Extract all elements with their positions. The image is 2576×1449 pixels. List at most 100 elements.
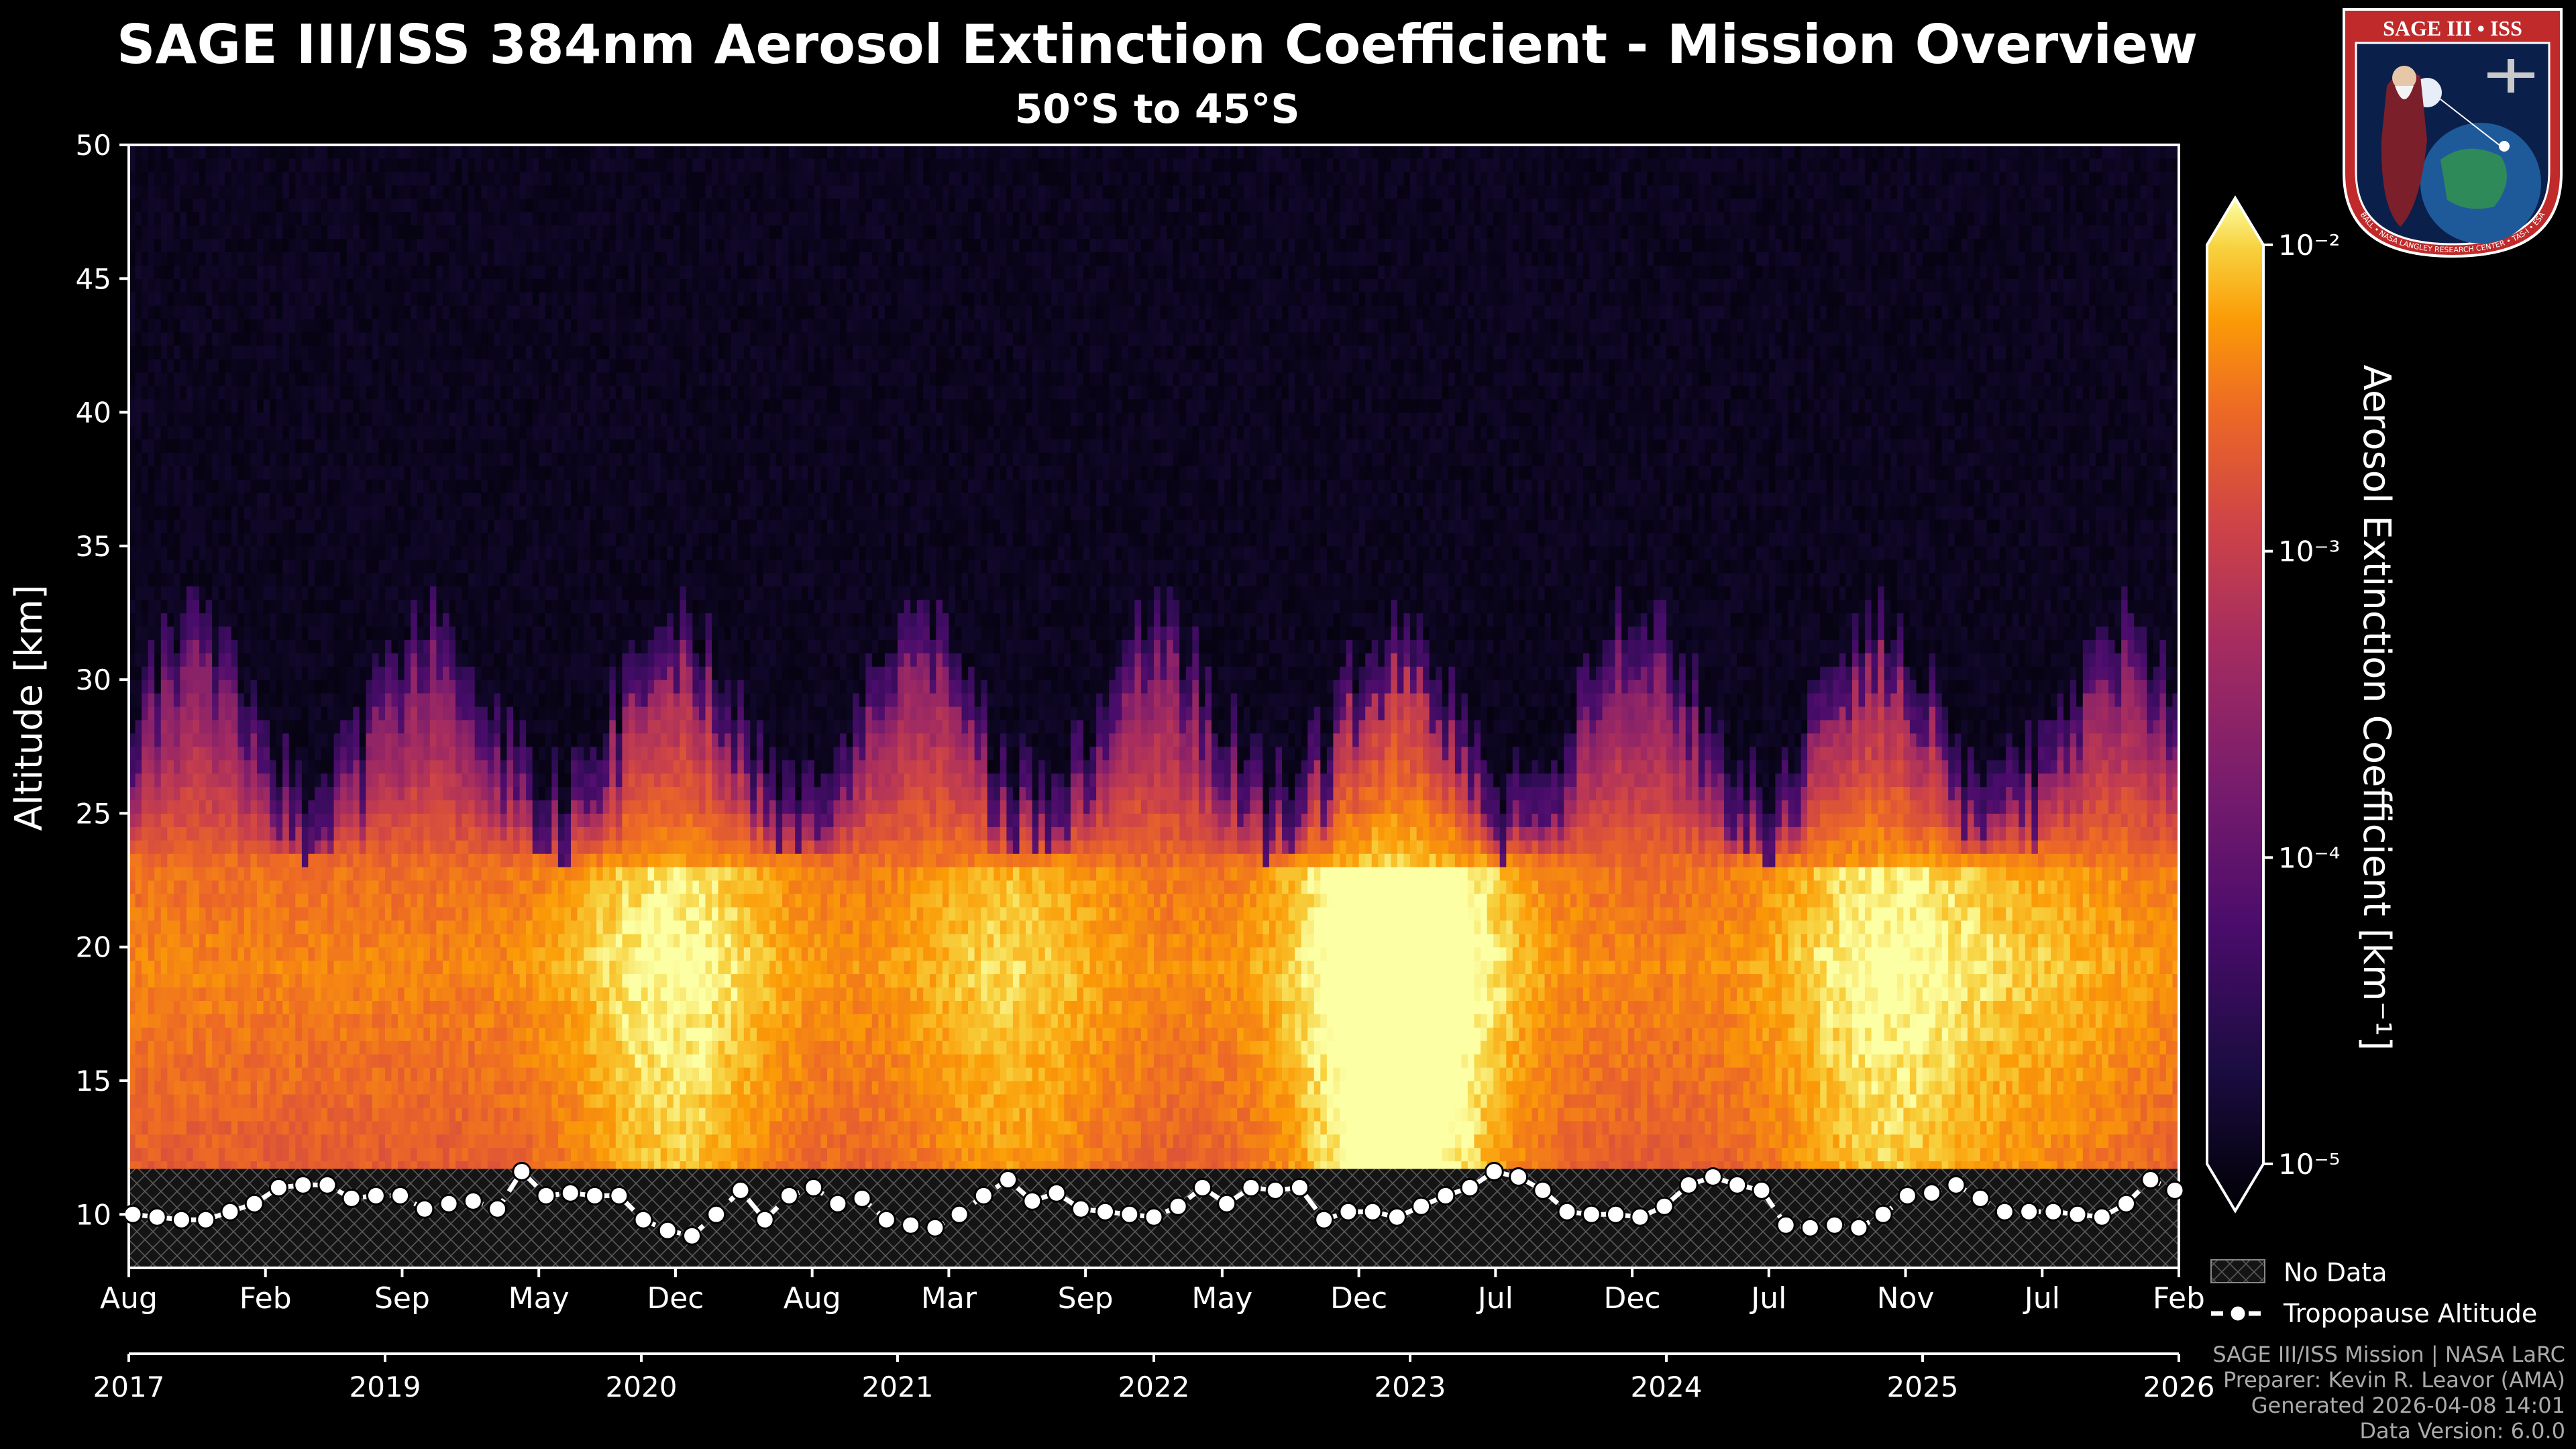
heatmap-cell	[225, 1027, 232, 1041]
heatmap-cell	[417, 746, 424, 761]
heatmap-cell	[429, 479, 437, 493]
heatmap-cell	[468, 252, 476, 266]
heatmap-cell	[129, 398, 136, 413]
heatmap-cell	[308, 987, 315, 1001]
heatmap-cell	[288, 880, 296, 894]
heatmap-cell	[173, 1054, 181, 1068]
heatmap-cell	[301, 653, 309, 667]
heatmap-cell	[398, 639, 405, 653]
heatmap-cell	[315, 666, 322, 680]
heatmap-cell	[225, 1067, 232, 1081]
heatmap-cell	[391, 492, 398, 506]
heatmap-cell	[282, 1081, 290, 1095]
heatmap-cell	[366, 1161, 373, 1175]
heatmap-cell	[340, 813, 347, 827]
heatmap-cell	[295, 211, 303, 226]
heatmap-cell	[532, 706, 539, 720]
heatmap-cell	[218, 305, 225, 319]
heatmap-cell	[385, 319, 392, 333]
heatmap-cell	[519, 599, 527, 614]
heatmap-cell	[346, 653, 354, 667]
heatmap-cell	[250, 252, 258, 266]
heatmap-cell	[301, 171, 309, 186]
heatmap-cell	[372, 746, 380, 761]
heatmap-cell	[135, 826, 142, 841]
heatmap-cell	[160, 479, 168, 493]
heatmap-cell	[333, 947, 341, 961]
heatmap-cell	[378, 653, 386, 667]
heatmap-cell	[519, 211, 527, 226]
heatmap-cell	[411, 666, 418, 680]
heatmap-cell	[173, 1134, 181, 1148]
heatmap-cell	[526, 786, 533, 801]
heatmap-cell	[218, 973, 225, 988]
heatmap-cell	[506, 759, 514, 774]
heatmap-cell	[301, 759, 309, 774]
heatmap-cell	[321, 305, 328, 319]
heatmap-cell	[301, 973, 309, 988]
heatmap-cell	[199, 171, 207, 186]
heatmap-cell	[276, 693, 283, 707]
heatmap-cell	[474, 305, 482, 319]
heatmap-cell	[359, 973, 366, 988]
heatmap-cell	[468, 238, 476, 252]
heatmap-cell	[244, 813, 252, 827]
heatmap-cell	[199, 319, 207, 333]
heatmap-cell	[506, 840, 514, 854]
heatmap-cell	[276, 519, 283, 533]
heatmap-cell	[474, 733, 482, 747]
heatmap-cell	[391, 813, 398, 827]
heatmap-cell	[462, 319, 469, 333]
heatmap-cell	[391, 653, 398, 667]
heatmap-cell	[455, 666, 463, 680]
heatmap-cell	[167, 559, 174, 574]
heatmap-cell	[474, 1027, 482, 1041]
heatmap-cell	[398, 746, 405, 761]
heatmap-cell	[142, 358, 149, 373]
heatmap-cell	[462, 238, 469, 252]
heatmap-cell	[154, 586, 162, 600]
heatmap-cell	[487, 385, 494, 400]
heatmap-cell	[263, 746, 270, 761]
heatmap-cell	[225, 680, 232, 694]
heatmap-cell	[308, 1134, 315, 1148]
heatmap-cell	[487, 466, 494, 480]
heatmap-cell	[257, 1093, 264, 1108]
heatmap-cell	[288, 506, 296, 520]
heatmap-cell	[398, 559, 405, 574]
heatmap-cell	[411, 332, 418, 346]
heatmap-cell	[327, 786, 335, 801]
heatmap-cell	[180, 211, 187, 226]
heatmap-column	[321, 145, 328, 1175]
heatmap-cell	[160, 1040, 168, 1055]
heatmap-cell	[244, 332, 252, 346]
heatmap-cell	[135, 545, 142, 560]
heatmap-cell	[423, 319, 431, 333]
heatmap-cell	[506, 746, 514, 761]
heatmap-cell	[481, 1027, 488, 1041]
heatmap-cell	[212, 252, 219, 266]
heatmap-cell	[212, 358, 219, 373]
heatmap-cell	[474, 933, 482, 948]
heatmap-cell	[385, 759, 392, 774]
heatmap-cell	[180, 545, 187, 560]
heatmap-cell	[282, 398, 290, 413]
heatmap-cell	[148, 880, 155, 894]
heatmap-cell	[263, 733, 270, 747]
heatmap-cell	[250, 759, 258, 774]
heatmap-cell	[135, 880, 142, 894]
heatmap-cell	[526, 1014, 533, 1028]
heatmap-cell	[449, 439, 456, 453]
heatmap-cell	[212, 933, 219, 948]
heatmap-cell	[443, 680, 450, 694]
heatmap-cell	[142, 880, 149, 894]
heatmap-cell	[282, 733, 290, 747]
heatmap-cell	[436, 305, 443, 319]
heatmap-cell	[308, 1040, 315, 1055]
heatmap-cell	[532, 800, 539, 814]
heatmap-cell	[506, 412, 514, 427]
heatmap-cell	[237, 733, 245, 747]
heatmap-cell	[506, 1014, 514, 1028]
heatmap-cell	[404, 439, 411, 453]
heatmap-cell	[455, 358, 463, 373]
